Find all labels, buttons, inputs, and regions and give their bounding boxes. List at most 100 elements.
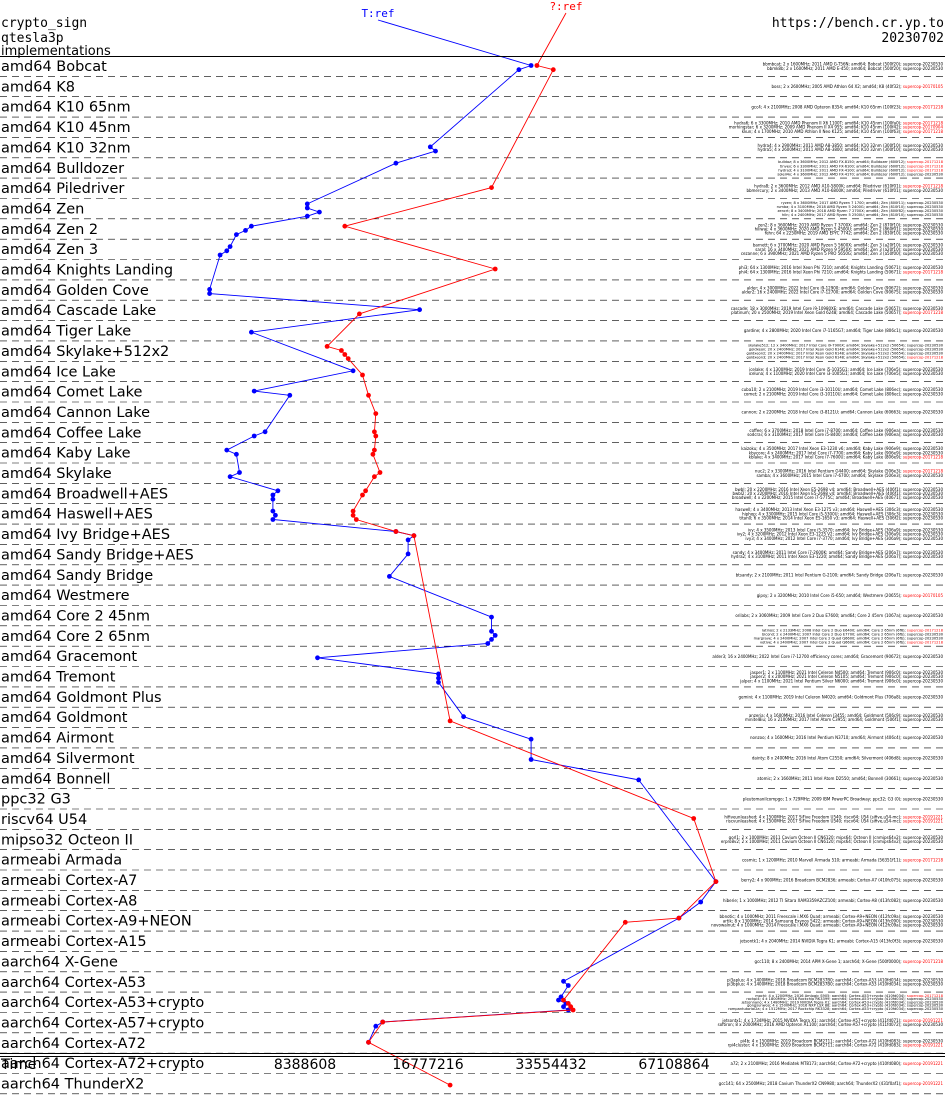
machine-version: supercop-20230530 xyxy=(903,776,944,781)
machine-info: samba; 4 x 3600MHz; 2015 Intel Core i7-6… xyxy=(756,473,943,478)
machine-desc: hiln; 4 x 2400MHz; 2017 AMD Ryzen 5 2500… xyxy=(782,213,907,217)
machine-desc: bicond; 2 x 2400MHz; 2007 Intel Core 2 D… xyxy=(762,632,907,636)
machine-info: cosmic; 1 x 1200MHz; 2010 Marvell Armada… xyxy=(742,857,943,862)
platform-label: amd64 Zen 2 xyxy=(1,222,98,238)
machine-desc: zen2; 8 x 3600MHz; 2019 AMD Ryzen 7 3700… xyxy=(758,222,903,227)
platform-label: aarch64 Cortex-A53+crypto xyxy=(1,995,204,1011)
machine-desc: alder2; 16 x 2400MHz; 2022 Intel Core i7… xyxy=(742,290,903,295)
data-point xyxy=(315,655,320,661)
machine-desc: bwbl; 20 x 2200MHz; 2016 Intel Xeon E5-2… xyxy=(735,487,903,492)
machine-desc: gardine; 4 x 2800MHz; 2020 Intel Core i7… xyxy=(744,328,903,333)
data-point xyxy=(372,474,377,480)
machine-info: votive; 4 x 2400MHz; 2007 Intel Core 2 Q… xyxy=(760,641,944,645)
machine-version: supercop-20230530 xyxy=(903,674,944,679)
legend-leader xyxy=(377,19,532,66)
machine-version: supercop-20171218 xyxy=(907,160,944,164)
x-tick-label: 67108864 xyxy=(638,1057,709,1073)
platform-row: amd64 K10 65nm gcc4; 4 x 2100MHz; 2008 AM… xyxy=(0,100,945,118)
machine-version: supercop-20171218 xyxy=(903,959,944,964)
machine-version: supercop-20230530 xyxy=(903,914,944,919)
machine-info: hydra8; 2 x 3600MHz; 2012 AMD A10-5800K;… xyxy=(754,184,943,189)
platform-label: amd64 Golden Cove xyxy=(1,283,149,299)
data-point xyxy=(350,368,356,374)
platform-label: armeabi Cortex-A7 xyxy=(1,873,137,889)
machine-info: haswell; 4 x 3400MHz; 2013 Intel Xeon E3… xyxy=(735,507,943,512)
machine-info: rockpi4; 4 x 1800MHz; 2018 Rockchip RK33… xyxy=(746,997,943,1001)
machine-info: hiphop; 4 x 3300MHz; 2015 Intel Core i5-… xyxy=(742,511,943,516)
machine-info: bbnotic; 4 x 1000MHz; 2011 Freescale i.M… xyxy=(719,914,943,919)
platform-label: amd64 Bonnell xyxy=(1,771,110,787)
machine-info: minitel8iu; 16 x 2100MHz; 2017 Intel Ato… xyxy=(745,717,943,722)
machine-info: hiberie; 1 x 1000MHz; 2012 TI Sitara XAM… xyxy=(723,898,944,903)
machine-version: supercop-20230530 xyxy=(903,717,944,722)
machine-info: softiron; 8 x 2000MHz; 2016 AMD Opteron … xyxy=(718,1022,944,1027)
data-point xyxy=(270,496,276,502)
machine-desc: jalper; 4 x 1100MHz; 2021 Intel Pentium … xyxy=(739,678,903,683)
platform-row: amd64 K10 32nm hydra4; 4 x 2900MHz; 2011 … xyxy=(0,140,945,159)
machine-info: gardine; 4 x 2800MHz; 2020 Intel Core i7… xyxy=(744,328,944,333)
data-point xyxy=(411,533,417,539)
data-point xyxy=(447,718,453,724)
machine-info: bicond; 2 x 2400MHz; 2007 Intel Core 2 D… xyxy=(762,632,944,636)
data-point xyxy=(534,63,540,68)
machine-version: supercop-20230530 xyxy=(903,247,944,252)
data-point xyxy=(676,915,682,921)
platform-label: amd64 Knights Landing xyxy=(1,263,173,279)
machine-info: zen2; 8 x 3600MHz; 2019 AMD Ryzen 7 3700… xyxy=(758,222,944,227)
data-point xyxy=(224,248,230,254)
machine-version: supercop-20230530 xyxy=(907,997,944,1001)
machine-version: supercop-20230530 xyxy=(907,1000,944,1004)
machine-info: skylake512; 12 x 3400MHz; 2017 Intel Cor… xyxy=(748,343,944,347)
machine-version: supercop-20230530 xyxy=(903,982,944,987)
platform-label: amd64 Broadwell+AES xyxy=(1,486,168,502)
machine-info: barnett; 6 x 3700MHz; 2020 AMD Ryzen 5 5… xyxy=(753,243,944,248)
data-point xyxy=(436,675,441,681)
data-point xyxy=(516,67,522,73)
platform-row: amd64 Golden Cove alder; 4 x 3000MHz; 202… xyxy=(0,283,945,301)
platform-row: amd64 Broadwell+AES bwbl; 20 x 2200MHz; 2… xyxy=(0,486,945,505)
data-point xyxy=(237,470,242,475)
machine-info: gorl1; 2 x 1000MHz; 2011 Cavium Octeon I… xyxy=(729,835,944,840)
machine-desc: rpi4cluster; 4 x 1500MHz; 2019 Broadcom … xyxy=(728,1043,903,1048)
data-point xyxy=(350,508,356,514)
machine-version: supercop-20171218 xyxy=(903,310,944,315)
machine-version: supercop-20230530 xyxy=(903,147,944,152)
machine-version: supercop-20230530 xyxy=(903,222,944,227)
machine-desc: softiron; 8 x 2000MHz; 2016 AMD Opteron … xyxy=(718,1022,903,1027)
platform-label: amd64 K8 xyxy=(1,79,75,95)
data-point xyxy=(373,433,379,439)
machine-info: hifiveunleashed; 4 x 1500MHz; 2017 SiFiv… xyxy=(724,815,943,820)
data-point xyxy=(217,252,223,258)
machine-info: phi3; 64 x 1300MHz; 2016 Intel Xeon Phi … xyxy=(739,265,944,270)
machine-info: comet; 2 x 2100MHz; 2019 Intel Core i3-1… xyxy=(744,391,944,396)
machine-version: supercop-20230530 xyxy=(903,918,944,923)
platform-label: amd64 Coffee Lake xyxy=(1,425,142,441)
platform-label: amd64 Zen 3 xyxy=(1,242,98,258)
data-point xyxy=(636,777,642,783)
data-point xyxy=(405,551,411,557)
machine-version: supercop-20230530 xyxy=(903,371,944,376)
platform-row: amd64 Goldmont anzeria; 4 x 1600MHz; 2016… xyxy=(0,710,945,728)
machine-version: supercop-20171218 xyxy=(903,129,944,134)
machine-info: morningstar; 6 x 3200MHz; 2009 AMD Pheno… xyxy=(729,125,944,130)
machine-version: supercop-20230530 xyxy=(903,835,944,840)
machine-version: supercop-20230530 xyxy=(903,428,944,433)
machine-version: supercop-20230530 xyxy=(903,231,944,236)
platform-row: amd64 Cannon Lake cannon; 2 x 2200MHz; 20… xyxy=(0,405,945,423)
platform-row: amd64 Skylake+512x2 skylake512; 12 x 3400… xyxy=(0,343,945,362)
machine-desc: coffee; 6 x 3700MHz; 2018 Intel Core i7-… xyxy=(749,428,902,433)
data-point xyxy=(417,307,422,313)
platform-row: amd64 Zen ryzen; 8 x 3600MHz; 2017 AMD Ry… xyxy=(0,201,945,220)
machine-desc: kbycore; 4 x 2400MHz; 2017 Intel Core i7… xyxy=(749,450,903,455)
platform-row: amd64 K10 45nm hydra6; 6 x 3300MHz; 2010 … xyxy=(0,120,945,138)
machine-info: jasper2; 4 x 2000MHz; 2021 Intel Celeron… xyxy=(749,674,943,679)
machine-info: cezanne; 6 x 3900MHz; 2021 AMD Ryzen 5 P… xyxy=(741,251,944,256)
machine-info: broadwell; 4 x 2200MHz; 2015 Intel Core … xyxy=(732,495,944,500)
data-point xyxy=(270,492,276,498)
data-point xyxy=(492,633,498,638)
machine-desc: margrave; 4 x 2400MHz; 2007 Intel Core 2… xyxy=(754,636,907,640)
machine-version: supercop-20230530 xyxy=(903,251,944,256)
data-point xyxy=(691,816,697,821)
machine-info: gongsunwoo; 4 x 1500MHz; 2016 NXP LSX 88… xyxy=(747,1004,944,1008)
